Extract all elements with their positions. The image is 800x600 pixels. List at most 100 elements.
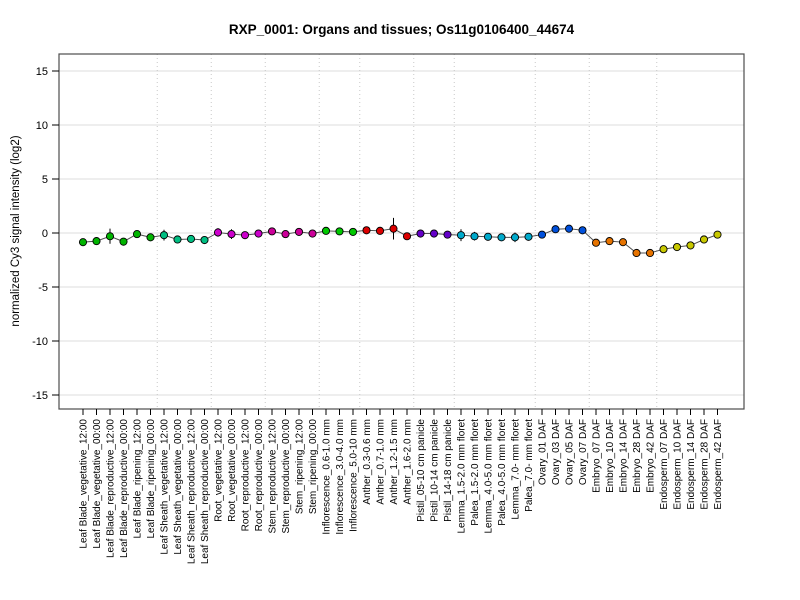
y-tick-label: 5 bbox=[42, 174, 48, 186]
x-tick-label: Endosperm_42 DAF bbox=[713, 419, 724, 510]
x-tick-label: Ovary_05 DAF bbox=[565, 419, 576, 485]
x-tick-label: Endosperm_10 DAF bbox=[673, 419, 684, 510]
x-tick-label: Root_reproductive_12:00 bbox=[241, 419, 252, 532]
data-point bbox=[591, 238, 601, 247]
y-tick-label: -15 bbox=[32, 390, 48, 402]
data-point bbox=[173, 235, 182, 244]
x-tick-label: Ovary_07 DAF bbox=[578, 419, 589, 485]
data-point bbox=[564, 224, 574, 233]
data-point bbox=[672, 242, 682, 252]
x-tick-label: Root_vegetative_00:00 bbox=[227, 419, 238, 522]
x-tick-label: Pistil_05-10 cm panicle bbox=[416, 419, 427, 522]
data-point bbox=[200, 235, 209, 245]
data-point bbox=[348, 227, 358, 236]
data-point bbox=[605, 237, 614, 246]
x-tick-label: Endosperm_14 DAF bbox=[686, 419, 697, 510]
x-tick-label: Embryo_28 DAF bbox=[632, 419, 643, 493]
data-point bbox=[402, 232, 412, 241]
x-tick-label: Lemma_4.0-5.0 mm floret bbox=[484, 419, 495, 534]
data-point bbox=[119, 237, 128, 246]
data-point bbox=[551, 225, 560, 234]
y-tick-label: 0 bbox=[42, 228, 48, 240]
x-tick-label: Inflorescence_3.0-4.0 mm bbox=[335, 419, 346, 535]
y-tick-label: 10 bbox=[36, 120, 48, 132]
y-tick-label: -10 bbox=[32, 336, 48, 348]
x-tick-label: Leaf Blade_vegetative_12:00 bbox=[79, 419, 90, 549]
x-tick-label: Leaf Sheath_reproductive_00:00 bbox=[200, 419, 211, 565]
x-tick-label: Anther_1.6-2.0 mm bbox=[403, 419, 414, 505]
x-tick-label: Anther_0.7-1.0 mm bbox=[376, 419, 387, 505]
data-point bbox=[524, 232, 533, 241]
data-point bbox=[132, 230, 142, 239]
x-tick-label: Embryo_42 DAF bbox=[646, 419, 657, 493]
x-tick-label: Anther_1.2-1.5 mm bbox=[389, 419, 400, 505]
data-point bbox=[686, 241, 695, 250]
x-tick-label: Endosperm_28 DAF bbox=[700, 419, 711, 510]
data-point bbox=[470, 232, 479, 241]
data-point bbox=[92, 237, 101, 246]
x-tick-label: Stem_ripening_12:00 bbox=[295, 419, 306, 515]
x-tick-label: Leaf Blade_vegetative_00:00 bbox=[92, 419, 103, 549]
x-tick-label: Leaf Blade_ripening_00:00 bbox=[146, 419, 157, 539]
x-tick-label: Embryo_07 DAF bbox=[592, 419, 603, 493]
x-tick-label: Palea_1.5-2.0 mm floret bbox=[470, 419, 481, 526]
data-point bbox=[213, 228, 223, 237]
data-point bbox=[321, 226, 331, 235]
data-point bbox=[362, 226, 371, 235]
data-point bbox=[510, 233, 520, 242]
x-tick-label: Ovary_01 DAF bbox=[538, 419, 549, 485]
x-tick-label: Leaf Sheath_vegetative_12:00 bbox=[160, 419, 171, 555]
x-tick-label: Embryo_10 DAF bbox=[605, 419, 616, 493]
x-tick-label: Endosperm_07 DAF bbox=[659, 419, 670, 510]
x-tick-label: Ovary_03 DAF bbox=[551, 419, 562, 485]
x-tick-label: Pistil_10-14 cm panicle bbox=[430, 419, 441, 522]
data-point bbox=[632, 248, 641, 258]
x-tick-label: Stem_reproductive_12:00 bbox=[268, 419, 279, 534]
data-point bbox=[281, 230, 290, 239]
data-point bbox=[443, 230, 452, 239]
chart-title: RXP_0001: Organs and tissues; Os11g01064… bbox=[228, 22, 575, 37]
x-tick-label: Inflorescence_5.0-10 mm bbox=[349, 419, 360, 532]
x-tick-label: Embryo_14 DAF bbox=[619, 419, 630, 493]
data-point bbox=[537, 230, 547, 239]
data-point bbox=[254, 229, 263, 238]
data-point bbox=[335, 227, 344, 236]
data-point bbox=[497, 233, 506, 242]
data-point bbox=[456, 231, 466, 240]
data-point bbox=[186, 234, 196, 243]
x-tick-label: Inflorescence_0.6-1.0 mm bbox=[322, 419, 333, 535]
data-point bbox=[618, 238, 628, 247]
x-tick-label: Palea_7.0- mm floret bbox=[524, 419, 535, 512]
data-point bbox=[294, 227, 304, 236]
x-tick-label: Leaf Blade_ripening_12:00 bbox=[133, 419, 144, 539]
data-point bbox=[159, 231, 169, 240]
data-point bbox=[699, 235, 709, 244]
data-point bbox=[375, 226, 385, 235]
data-point bbox=[429, 229, 439, 238]
y-tick-label: 15 bbox=[36, 66, 48, 78]
data-point bbox=[659, 245, 668, 254]
data-point bbox=[240, 231, 250, 240]
data-point bbox=[416, 229, 425, 238]
x-tick-label: Anther_0.3-0.6 mm bbox=[362, 419, 373, 505]
x-tick-label: Root_vegetative_12:00 bbox=[214, 419, 225, 522]
data-point bbox=[227, 230, 236, 239]
x-tick-label: Root_reproductive_00:00 bbox=[254, 419, 265, 532]
data-point bbox=[78, 238, 88, 247]
data-point bbox=[105, 232, 115, 241]
data-point bbox=[267, 227, 277, 236]
x-tick-label: Pistil_14-18 cm panicle bbox=[443, 419, 454, 522]
data-point bbox=[483, 232, 493, 241]
data-point bbox=[389, 224, 398, 233]
plot-border bbox=[58, 53, 745, 410]
x-tick-label: Stem_ripening_00:00 bbox=[308, 419, 319, 515]
x-tick-label: Stem_reproductive_00:00 bbox=[281, 419, 292, 534]
x-tick-label: Leaf Sheath_vegetative_00:00 bbox=[173, 419, 184, 555]
x-tick-label: Leaf Blade_reproductive_12:00 bbox=[106, 419, 117, 558]
x-tick-label: Palea_4.0-5.0 mm floret bbox=[497, 419, 508, 526]
data-point bbox=[713, 230, 722, 239]
data-point bbox=[578, 226, 587, 235]
y-tick-label: -5 bbox=[38, 282, 48, 294]
